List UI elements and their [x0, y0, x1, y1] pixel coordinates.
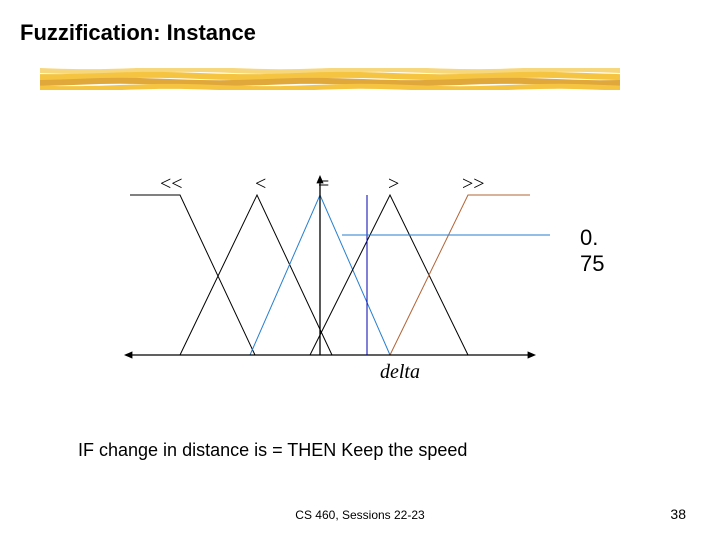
- fuzzy-diagram: << < = > >> 0. 75 delta: [110, 175, 550, 395]
- label-much-less: <<: [160, 173, 183, 196]
- slide-title: Fuzzification: Instance: [20, 20, 256, 46]
- page-number: 38: [670, 506, 686, 522]
- rule-text: IF change in distance is = THEN Keep the…: [78, 440, 467, 461]
- membership-value: 0. 75: [580, 225, 604, 277]
- decorative-band: [40, 68, 620, 90]
- label-equal: =: [318, 173, 329, 196]
- label-much-greater: >>: [462, 173, 485, 196]
- x-axis-label: delta: [380, 361, 420, 384]
- label-less: <: [255, 173, 266, 196]
- footer-text: CS 460, Sessions 22-23: [295, 508, 424, 522]
- label-greater: >: [388, 173, 399, 196]
